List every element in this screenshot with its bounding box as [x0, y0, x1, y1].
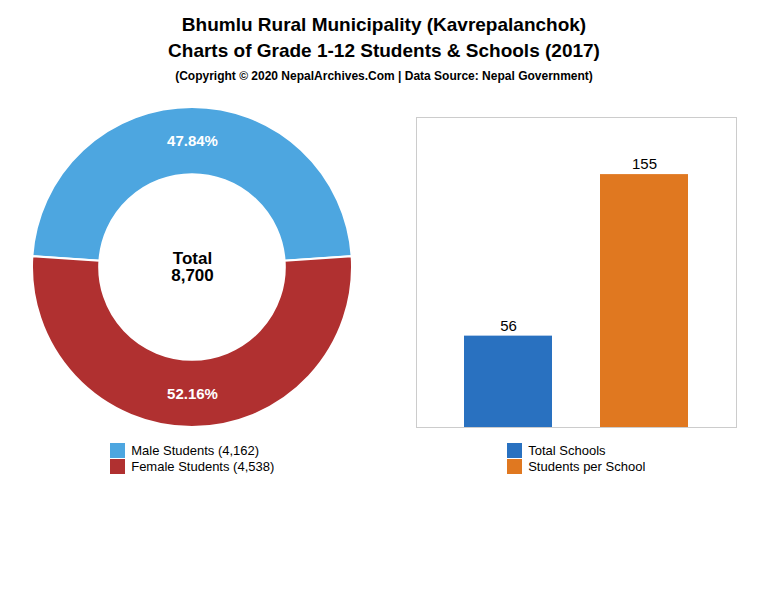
svg-text:56: 56 [500, 317, 517, 334]
html-text:Total Schools: Total Schools [528, 443, 606, 459]
html-text:Bhumlu Rural Municipality (Kav: Bhumlu Rural Municipality (Kavrepalancho… [168, 14, 600, 61]
svg-text:47.84%: 47.84% [167, 132, 218, 149]
html-text:Female Students (4,538): Female Students (4,538) [131, 459, 275, 475]
svg-text:52.16%: 52.16% [167, 385, 218, 402]
html-text:Students per School: Students per School [528, 459, 646, 475]
svg-text:Total8,700: Total8,700 [171, 250, 214, 286]
svg-text:155: 155 [632, 156, 657, 173]
html-text:Male Students (4,162): Male Students (4,162) [131, 443, 260, 459]
html-text:(Copyright © 2020 NepalArchive: (Copyright © 2020 NepalArchives.Com | Da… [175, 69, 593, 84]
